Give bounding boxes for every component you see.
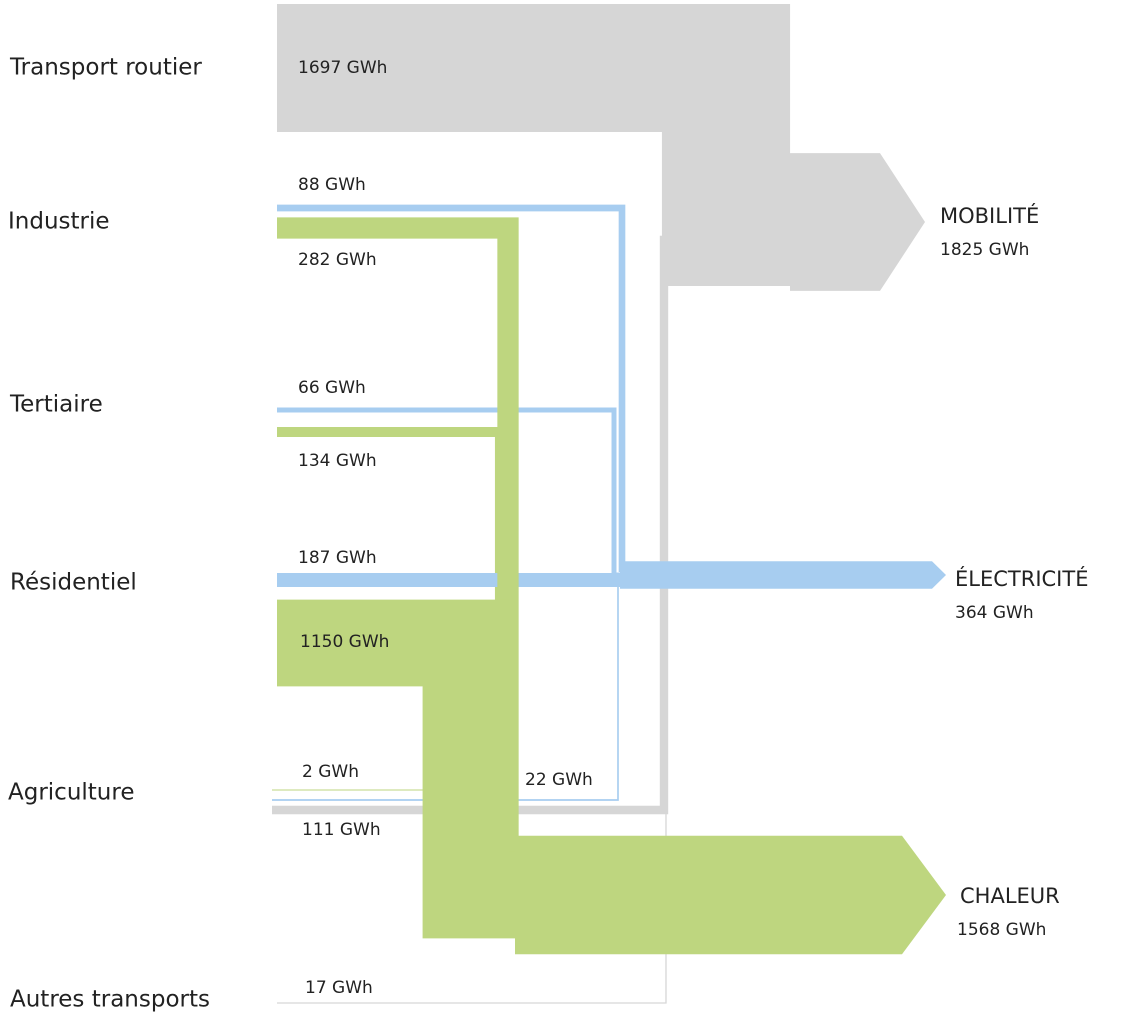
target-value: 1568 GWh <box>957 920 1046 940</box>
target-arrow <box>790 153 925 291</box>
link-value-label: 187 GWh <box>298 548 377 568</box>
source-name: Résidentiel <box>10 570 137 596</box>
link-value-label: 88 GWh <box>298 175 366 195</box>
link-value-label: 17 GWh <box>305 978 373 998</box>
flow-link <box>272 235 790 815</box>
target-name: CHALEUR <box>960 884 1060 908</box>
target-name: MOBILITÉ <box>940 203 1039 228</box>
source-name: Agriculture <box>8 780 135 806</box>
source-name: Autres transports <box>10 987 210 1013</box>
target-arrow <box>515 835 946 955</box>
source-name: Tertiaire <box>9 392 103 418</box>
source-name: Transport routier <box>9 55 202 81</box>
target-name: ÉLECTRICITÉ <box>955 566 1088 591</box>
target-value: 364 GWh <box>955 603 1034 623</box>
flow-link <box>277 3 791 287</box>
target-value: 1825 GWh <box>940 240 1029 260</box>
flow-link <box>277 599 515 939</box>
link-value-label: 2 GWh <box>302 762 359 782</box>
target-arrow <box>620 561 946 589</box>
source-name: Industrie <box>8 209 110 235</box>
link-value-label: 282 GWh <box>298 250 377 270</box>
link-value-label: 134 GWh <box>298 451 377 471</box>
link-value-label: 1150 GWh <box>300 632 389 652</box>
link-value-label: 111 GWh <box>302 820 381 840</box>
link-value-label: 1697 GWh <box>298 58 387 78</box>
link-value-label: 22 GWh <box>525 770 593 790</box>
link-value-label: 66 GWh <box>298 378 366 398</box>
